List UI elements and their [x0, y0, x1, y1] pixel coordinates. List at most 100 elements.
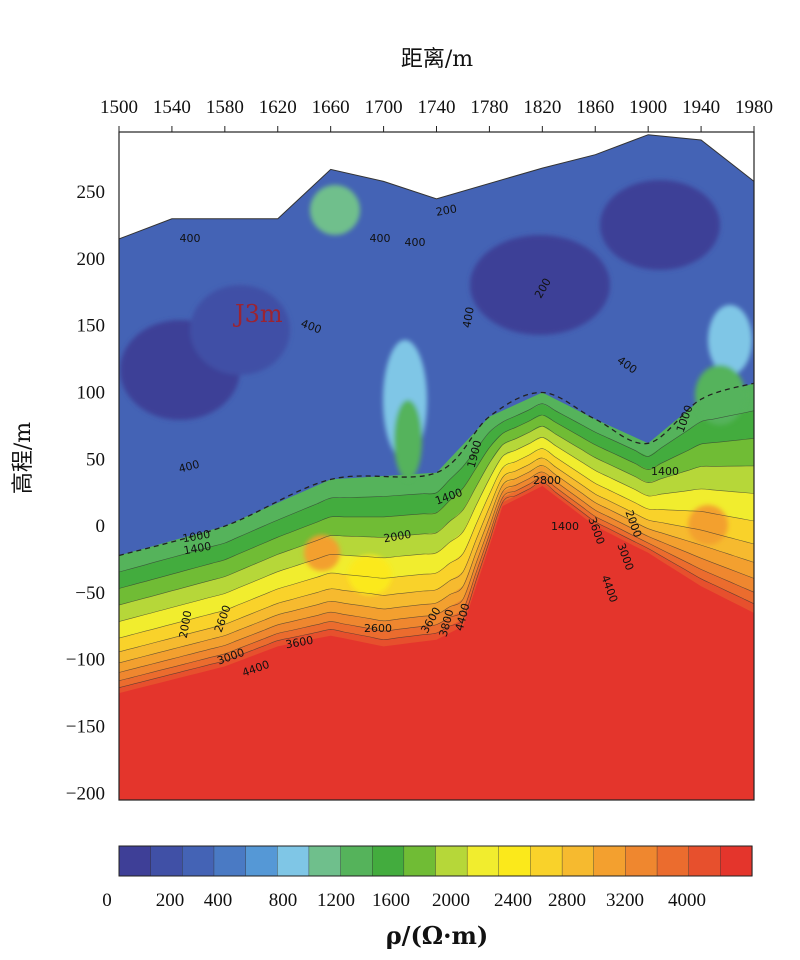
- colorbar-swatch: [720, 845, 753, 877]
- y-tick-label: 50: [86, 449, 105, 470]
- contour-label: 2000: [382, 528, 412, 546]
- x-tick-label: 1740: [418, 97, 456, 118]
- surface-profile-line: [119, 134, 754, 240]
- green-column: [394, 400, 422, 480]
- colorbar-title: ρ/(Ω·m): [386, 921, 489, 950]
- contour-label: 2000: [177, 609, 195, 639]
- contour-line: [119, 403, 754, 573]
- colorbar-swatch: [656, 845, 690, 877]
- contour-line: [119, 471, 754, 673]
- contour-line: [119, 425, 754, 606]
- colorbar-swatch: [308, 845, 342, 877]
- orange-spot-right: [688, 505, 728, 545]
- x-tick-label: 1860: [576, 97, 614, 118]
- x-tick-label: 1620: [259, 97, 297, 118]
- y-tick-label: 250: [77, 182, 106, 203]
- contour-lines: [119, 403, 754, 688]
- contour-label: 3600: [284, 634, 314, 652]
- contour-label: 1000: [181, 528, 211, 546]
- colorbar-frame: [118, 845, 753, 877]
- colorbar-swatch: [688, 845, 721, 877]
- colorbar-tick-label: 2800: [548, 890, 586, 911]
- y-tick-label: −100: [66, 650, 105, 671]
- x-tick-label: 1580: [206, 97, 244, 118]
- contour-label: 1400: [651, 465, 679, 478]
- contour-label: 400: [180, 232, 201, 245]
- colorbar-swatch: [372, 845, 405, 877]
- colorbar-swatch: [277, 845, 310, 877]
- colorbar-swatch: [150, 845, 183, 877]
- low-resistivity-blob-left-inner: [190, 285, 290, 375]
- x-axis-title: 距离/m: [401, 47, 473, 72]
- contour-line: [119, 448, 754, 639]
- colorbar-tick-label: 1600: [372, 890, 410, 911]
- colorbar-tick-label: 2000: [432, 890, 470, 911]
- above-surface-mask: [119, 132, 754, 239]
- colorbar-tick-label: 4000: [668, 890, 706, 911]
- contour-line: [119, 414, 754, 589]
- colorbar-swatch: [118, 845, 152, 877]
- colorbar-swatch: [403, 845, 437, 877]
- colorbar-swatch: [530, 845, 563, 877]
- colorbar-swatch: [213, 845, 247, 877]
- x-tick-label: 1500: [100, 97, 138, 118]
- resistivity-bands: [119, 132, 754, 800]
- y-tick-label: 200: [77, 249, 106, 270]
- contour-label: 200: [435, 202, 458, 218]
- y-tick-label: 100: [77, 383, 106, 404]
- x-tick-label: 1900: [629, 97, 667, 118]
- contour-line: [119, 481, 754, 688]
- low-resistivity-blob-topright: [600, 180, 720, 270]
- resistivity-blobs: [120, 180, 752, 595]
- contour-label: 400: [370, 232, 391, 245]
- colorbar-tick-label: 3200: [606, 890, 644, 911]
- band-high-resistivity: [119, 486, 754, 800]
- green-patch-top: [310, 185, 360, 235]
- x-tick-label: 1780: [470, 97, 508, 118]
- contour-label: 1400: [551, 520, 579, 533]
- colorbar-tick-label: 400: [204, 890, 233, 911]
- colorbar-swatch: [466, 845, 500, 877]
- colorbar-swatch: [625, 845, 658, 877]
- x-tick-label: 1980: [735, 97, 773, 118]
- orange-spot-left: [304, 535, 340, 571]
- colorbar-tick-labels: 0 200 400 800 1200 1600 2000 2400 2800 3200 4000: [102, 890, 706, 911]
- y-tick-label: 0: [96, 516, 106, 537]
- light-blue-rise-right: [708, 305, 752, 375]
- x-tick-label: 1540: [153, 97, 191, 118]
- x-tick-label: 1940: [682, 97, 720, 118]
- contour-label: 1400: [182, 540, 212, 558]
- y-tick-label: −150: [66, 717, 105, 738]
- colorbar-tick-label: 2400: [494, 890, 532, 911]
- contour-label: 2800: [533, 474, 561, 487]
- y-tick-label: −50: [75, 583, 105, 604]
- colorbar-swatch: [561, 845, 595, 877]
- plot-frame: [118, 131, 755, 801]
- contour-line: [119, 437, 754, 622]
- colorbar-swatch: [182, 845, 215, 877]
- y-tick-label: −200: [66, 783, 105, 804]
- green-rise-right: [695, 365, 745, 425]
- colorbar-tick-label: 800: [269, 890, 298, 911]
- unit-label: J3m: [232, 300, 283, 328]
- contour-label: 400: [405, 236, 426, 249]
- colorbar-swatch: [435, 845, 468, 877]
- low-resistivity-blob-right: [470, 235, 610, 335]
- x-tick-label: 1660: [312, 97, 350, 118]
- plot-area: 4002004004002004004004004001000100014001…: [119, 132, 754, 800]
- colorbar-tick-label: 200: [156, 890, 185, 911]
- colorbar-swatch: [593, 845, 626, 877]
- y-tick-label: 150: [77, 316, 106, 337]
- y-axis-tick-labels: 250 200 150 100 50 0 −50 −100 −150 −200: [66, 182, 754, 804]
- x-tick-label: 1820: [523, 97, 561, 118]
- contour-label: 2600: [364, 622, 392, 635]
- contour-line: [119, 465, 754, 664]
- colorbar: [118, 845, 753, 877]
- colorbar-tick-label: 1200: [317, 890, 355, 911]
- contour-line: [119, 477, 754, 681]
- x-axis-tick-labels: 1500 1540 1580 1620 1660 1700 1740 1780 1820 1860…: [100, 97, 773, 800]
- y-axis-title: 高程/m: [11, 422, 36, 494]
- colorbar-swatch: [340, 845, 373, 877]
- contour-line: [119, 457, 754, 653]
